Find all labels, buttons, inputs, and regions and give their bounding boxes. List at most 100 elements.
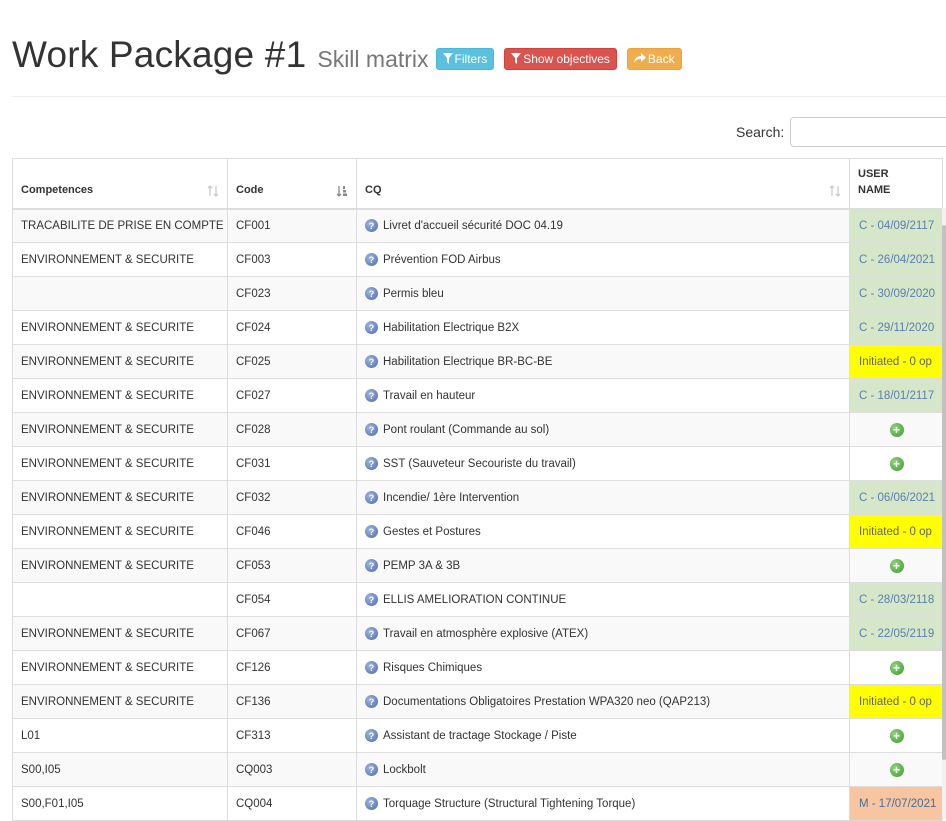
help-icon[interactable]: ?: [365, 559, 378, 572]
table-row: ENVIRONNEMENT & SECURITE CF046? Gestes et …: [12, 514, 943, 549]
cq-label: Travail en hauteur: [383, 389, 476, 402]
help-icon[interactable]: ?: [365, 695, 378, 708]
status-cell[interactable]: C - 06/06/2021: [849, 480, 943, 515]
help-icon[interactable]: ?: [365, 253, 378, 266]
help-icon[interactable]: ?: [365, 525, 378, 538]
status-cell: +: [849, 650, 943, 685]
cq-cell: ? Torquage Structure (Structural Tighteni…: [356, 786, 850, 821]
status-cell[interactable]: C - 04/09/2117: [849, 208, 943, 243]
cq-cell: ? Livret d'accueil sécurité DOC 04.19: [356, 208, 850, 243]
cq-cell: ? Assistant de tractage Stockage / Piste: [356, 718, 850, 753]
cq-cell: ? Permis bleu: [356, 276, 850, 311]
scrollbar-thumb[interactable]: [942, 225, 946, 760]
help-icon[interactable]: ?: [365, 729, 378, 742]
status-cell: +: [849, 412, 943, 447]
status-cell[interactable]: Initiated - 0 op: [849, 344, 943, 379]
share-icon: [633, 53, 646, 63]
help-icon[interactable]: ?: [365, 763, 378, 776]
code-cell: CF031: [227, 446, 357, 481]
plus-icon[interactable]: +: [889, 762, 904, 777]
column-header-cq[interactable]: CQ: [356, 158, 850, 210]
competence-cell: ENVIRONNEMENT & SECURITE: [12, 378, 228, 413]
help-icon[interactable]: ?: [365, 355, 378, 368]
search-input[interactable]: [790, 117, 946, 147]
column-header-user-name[interactable]: USER NAME: [849, 158, 943, 210]
help-icon[interactable]: ?: [365, 389, 378, 402]
column-header-label: USER NAME: [858, 167, 891, 196]
help-icon[interactable]: ?: [365, 219, 378, 233]
cq-content: ? Travail en atmosphère explosive (ATEX): [365, 627, 841, 640]
cq-label: PEMP 3A & 3B: [383, 559, 461, 572]
competence-cell: ENVIRONNEMENT & SECURITE: [12, 446, 228, 481]
status-cell[interactable]: C - 29/11/2020: [849, 310, 943, 345]
competence-cell: ENVIRONNEMENT & SECURITE: [12, 344, 228, 379]
cq-cell: ? Pont roulant (Commande au sol): [356, 412, 850, 447]
filters-button[interactable]: Filters: [435, 47, 495, 70]
cq-label: Assistant de tractage Stockage / Piste: [383, 729, 577, 742]
column-header-code[interactable]: Code: [227, 158, 357, 210]
help-icon[interactable]: ?: [365, 797, 378, 810]
status-cell[interactable]: C - 22/05/2119: [849, 616, 943, 651]
competence-cell: [12, 582, 228, 617]
table-row: ENVIRONNEMENT & SECURITE CF032? Incendie/ …: [12, 480, 943, 515]
back-button[interactable]: Back: [626, 47, 682, 70]
cq-cell: ? Gestes et Postures: [356, 514, 850, 549]
status-cell[interactable]: Initiated - 0 op: [849, 684, 943, 719]
table-row: TRACABILITE DE PRISE EN COMPTE CF001? Livr…: [12, 208, 943, 243]
back-button-label: Back: [647, 51, 675, 66]
search-label: Search:: [736, 124, 785, 140]
plus-icon[interactable]: +: [889, 422, 904, 437]
code-cell: CF126: [227, 650, 357, 685]
status-cell[interactable]: C - 28/03/2118: [849, 582, 943, 617]
table-row: L01 CF313? Assistant de tractage Stockage …: [12, 718, 943, 753]
cq-cell: ? Prévention FOD Airbus: [356, 242, 850, 277]
help-icon[interactable]: ?: [365, 423, 378, 436]
status-cell[interactable]: C - 18/01/2117: [849, 378, 943, 413]
help-icon[interactable]: ?: [365, 491, 378, 504]
code-cell: CQ004: [227, 786, 357, 821]
code-cell: CF053: [227, 548, 357, 583]
table-row: ENVIRONNEMENT & SECURITE CF031? SST (Sauve…: [12, 446, 943, 481]
cq-cell: ? Incendie/ 1ère Intervention: [356, 480, 850, 515]
sort-icon: [829, 184, 841, 197]
column-header-competences[interactable]: Competences: [12, 158, 228, 210]
cq-label: Lockbolt: [383, 763, 426, 776]
help-icon[interactable]: ?: [365, 593, 378, 606]
cq-content: ? Permis bleu: [365, 287, 841, 300]
help-icon[interactable]: ?: [365, 457, 378, 470]
page-title: Work Package #1: [12, 34, 307, 75]
cq-content: ? Incendie/ 1ère Intervention: [365, 491, 841, 504]
column-header-label: CQ: [365, 183, 382, 196]
table-row: ENVIRONNEMENT & SECURITE CF053? PEMP 3A & …: [12, 548, 943, 583]
status-cell[interactable]: C - 30/09/2020: [849, 276, 943, 311]
cq-content: ? Risques Chimiques: [365, 661, 841, 674]
status-cell: +: [849, 718, 943, 753]
help-icon[interactable]: ?: [365, 661, 378, 674]
competence-cell: ENVIRONNEMENT & SECURITE: [12, 242, 228, 277]
header-divider: [12, 96, 946, 97]
sort-asc-icon: [336, 185, 347, 197]
status-cell[interactable]: Initiated - 0 op: [849, 514, 943, 549]
table-row: ENVIRONNEMENT & SECURITE CF028? Pont roula…: [12, 412, 943, 447]
show-objectives-button[interactable]: Show objectives: [504, 47, 617, 70]
help-icon[interactable]: ?: [365, 627, 378, 640]
cq-content: ? Torquage Structure (Structural Tighteni…: [365, 797, 841, 810]
help-icon[interactable]: ?: [365, 287, 378, 300]
competence-cell: S00,F01,I05: [12, 786, 228, 821]
status-cell[interactable]: M - 17/07/2021: [849, 786, 943, 821]
cq-label: Permis bleu: [383, 287, 444, 300]
competence-cell: ENVIRONNEMENT & SECURITE: [12, 650, 228, 685]
plus-icon[interactable]: +: [889, 728, 904, 743]
help-icon[interactable]: ?: [365, 321, 378, 334]
competence-cell: S00,I05: [12, 752, 228, 787]
cq-label: Livret d'accueil sécurité DOC 04.19: [383, 219, 563, 232]
competence-cell: L01: [12, 718, 228, 753]
competence-cell: [12, 276, 228, 311]
cq-content: ? Assistant de tractage Stockage / Piste: [365, 729, 841, 742]
status-cell: +: [849, 752, 943, 787]
plus-icon[interactable]: +: [889, 456, 904, 471]
cq-label: Prévention FOD Airbus: [383, 253, 501, 266]
plus-icon[interactable]: +: [889, 660, 904, 675]
plus-icon[interactable]: +: [889, 558, 904, 573]
status-cell[interactable]: C - 26/04/2021: [849, 242, 943, 277]
